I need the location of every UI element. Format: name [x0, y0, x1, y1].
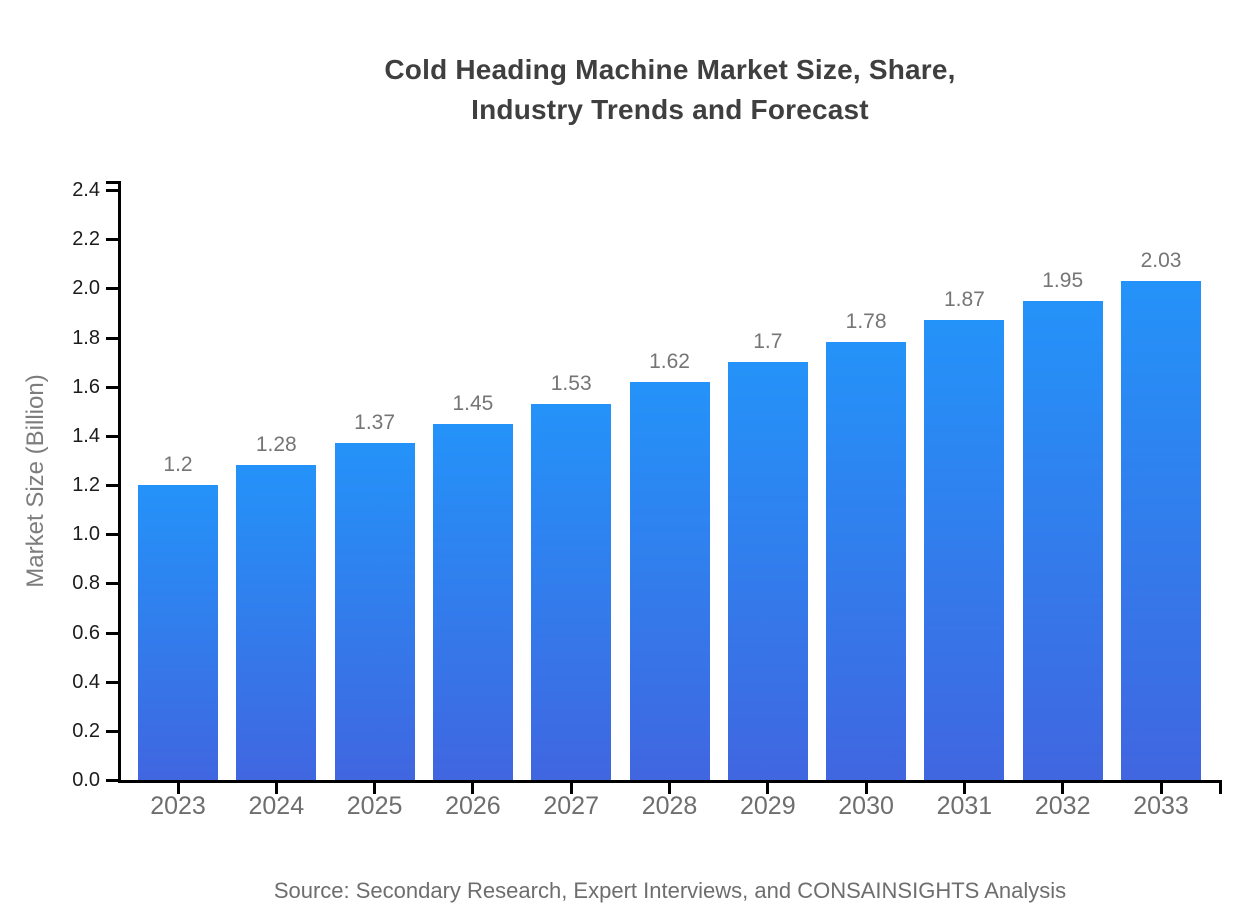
y-tick [106, 729, 118, 733]
x-tick-label: 2031 [936, 792, 993, 820]
x-tick [1061, 783, 1065, 794]
bar-value-label: 1.53 [550, 371, 592, 395]
y-tick-label: 1.2 [72, 474, 100, 496]
y-tick [106, 385, 118, 389]
y-tick-label: 1.4 [72, 424, 100, 447]
y-tick [106, 484, 118, 487]
x-tick-label: 2033 [1133, 792, 1189, 820]
y-axis-end-cap [106, 181, 118, 184]
y-tick [106, 336, 118, 340]
x-tick-label: 2028 [641, 792, 698, 820]
bar-value-label: 2.03 [1140, 248, 1182, 272]
x-tick [373, 783, 377, 794]
y-tick-label: 0.0 [72, 769, 100, 791]
source-note: Source: Secondary Research, Expert Inter… [273, 878, 1067, 903]
bar-value-label: 1.37 [354, 411, 396, 435]
x-axis-end-cap [1219, 783, 1222, 794]
bar-value-label: 1.28 [255, 433, 297, 457]
y-tick [106, 189, 118, 192]
y-tick-label: 0.6 [72, 621, 100, 644]
y-tick [106, 680, 118, 684]
bar [432, 423, 513, 780]
x-tick-label: 2027 [543, 792, 599, 820]
bar-value-label: 1.95 [1042, 268, 1084, 292]
x-tick [1159, 783, 1163, 794]
x-tick [668, 783, 671, 794]
x-tick-label: 2024 [248, 792, 305, 820]
y-axis-line [118, 181, 121, 783]
bar-value-label: 1.2 [163, 453, 193, 476]
bar-value-label: 1.87 [943, 288, 985, 312]
bar [236, 465, 317, 780]
bar [531, 403, 612, 780]
y-tick-label: 0.4 [72, 670, 100, 693]
y-tick-label: 1.0 [72, 523, 100, 546]
bar [138, 485, 218, 780]
x-tick [766, 783, 770, 794]
y-tick [106, 779, 118, 782]
x-tick-label: 2029 [739, 792, 796, 820]
y-tick [106, 533, 118, 537]
x-tick-label: 2030 [838, 792, 894, 820]
x-tick [274, 783, 278, 794]
x-tick [176, 783, 180, 794]
x-tick [569, 783, 573, 794]
y-tick-label: 1.6 [72, 375, 100, 398]
bar [334, 443, 415, 780]
bar-value-label: 1.45 [452, 391, 494, 415]
bar-value-label: 1.62 [649, 349, 690, 373]
x-tick [471, 783, 475, 794]
bar [826, 342, 907, 780]
bar [1121, 280, 1201, 780]
y-tick-label: 2.0 [72, 277, 100, 300]
y-tick-label: 2.4 [72, 179, 100, 201]
y-tick-label: 0.2 [72, 719, 100, 742]
x-tick-label: 2026 [445, 792, 501, 820]
chart-title-line-2: Industry Trends and Forecast [471, 94, 869, 125]
x-axis-line [118, 780, 1222, 783]
x-tick-label: 2025 [346, 792, 403, 820]
chart-title: Cold Heading Machine Market Size, Share,… [118, 50, 1222, 130]
bar-value-label: 1.7 [753, 330, 783, 354]
y-tick [106, 582, 118, 586]
y-tick [106, 238, 118, 242]
x-tick-label: 2032 [1034, 792, 1091, 820]
y-tick-label: 2.2 [72, 228, 100, 251]
bar [727, 362, 808, 780]
x-tick-label: 2023 [150, 792, 206, 820]
y-tick [106, 631, 118, 635]
y-tick [106, 287, 118, 291]
x-tick [864, 783, 868, 794]
chart-title-line-1: Cold Heading Machine Market Size, Share, [384, 54, 956, 85]
y-tick-label: 0.8 [72, 572, 100, 595]
bar [924, 320, 1005, 780]
y-tick-label: 1.8 [72, 326, 100, 349]
x-tick [962, 783, 966, 794]
bar [629, 381, 710, 780]
bar [1022, 300, 1103, 780]
bar-value-label: 1.78 [845, 310, 887, 334]
y-tick [106, 434, 118, 438]
